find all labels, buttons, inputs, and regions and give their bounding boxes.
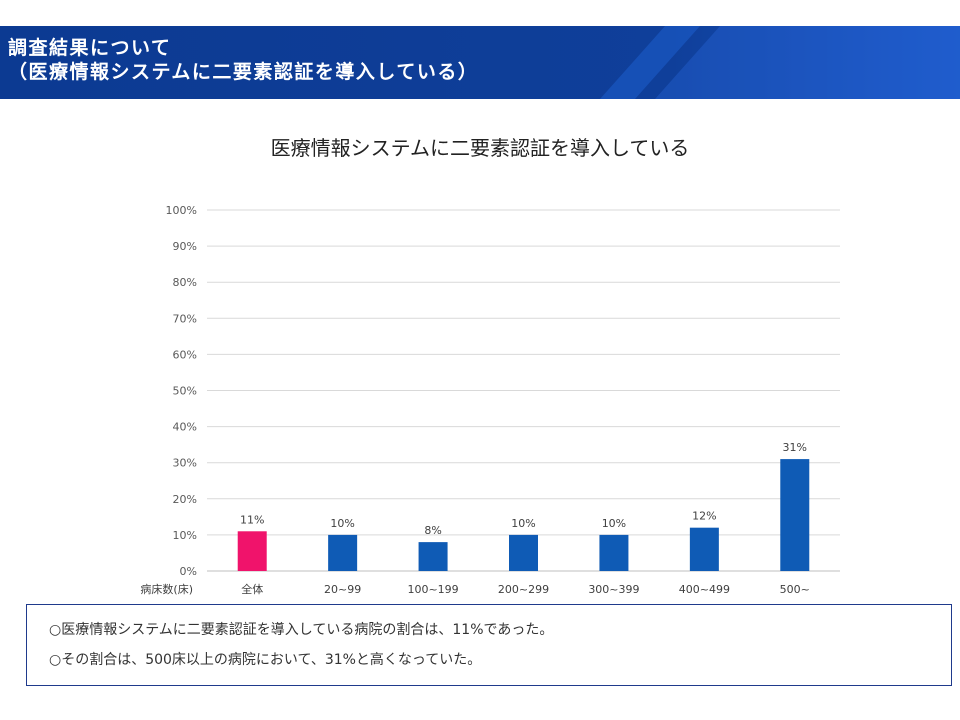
header-title-line1: 調査結果について xyxy=(8,37,172,59)
y-tick-label: 50% xyxy=(173,385,197,398)
y-tick-label: 70% xyxy=(173,312,197,325)
data-label: 10% xyxy=(511,517,535,530)
data-label: 11% xyxy=(240,513,264,526)
bar xyxy=(599,534,629,571)
x-tick-label: 20~99 xyxy=(324,583,361,596)
y-tick-label: 40% xyxy=(173,421,197,434)
bar xyxy=(689,527,719,571)
chart-title: 医療情報システムに二要素認証を導入している xyxy=(270,136,690,160)
bar xyxy=(418,542,448,571)
x-tick-label: 200~299 xyxy=(498,583,549,596)
y-tick-label: 100% xyxy=(166,204,197,217)
y-tick-label: 10% xyxy=(173,529,197,542)
x-tick-label: 300~399 xyxy=(588,583,639,596)
x-tick-label: 500~ xyxy=(780,583,810,596)
data-label: 10% xyxy=(602,517,626,530)
y-tick-label: 60% xyxy=(173,348,197,361)
header-background xyxy=(0,26,960,99)
bar xyxy=(509,534,538,571)
header-title-line2: （医療情報システムに二要素認証を導入している） xyxy=(8,61,479,83)
notes-box: ○医療情報システムに二要素認証を導入している病院の割合は、11%であった。 ○そ… xyxy=(26,604,952,686)
x-axis-label: 病床数(床) xyxy=(140,582,193,596)
header-banner: 調査結果について （医療情報システムに二要素認証を導入している） xyxy=(0,26,960,99)
y-tick-label: 80% xyxy=(173,276,197,289)
y-tick-label: 0% xyxy=(180,565,197,578)
y-tick-label: 20% xyxy=(173,493,197,506)
x-tick-label: 400~499 xyxy=(679,583,730,596)
header-title: 調査結果について （医療情報システムに二要素認証を導入している） xyxy=(8,36,478,84)
bar-chart: 0% 10% 20% 30% 40% 50% 60% 70% 80% 90% 100% 病床数(床) 1… xyxy=(140,204,840,596)
bar xyxy=(328,534,358,571)
bar xyxy=(237,531,267,571)
x-tick-label: 全体 xyxy=(241,582,263,596)
data-label: 8% xyxy=(424,524,441,537)
data-label: 31% xyxy=(783,441,807,454)
bar xyxy=(780,459,810,571)
data-label: 10% xyxy=(330,517,354,530)
x-tick-label: 100~199 xyxy=(407,583,458,596)
note-line-2: ○その割合は、500床以上の病院において、31%と高くなっていた。 xyxy=(49,652,482,668)
data-label: 12% xyxy=(692,510,716,523)
y-tick-label: 30% xyxy=(173,457,197,470)
note-line-1: ○医療情報システムに二要素認証を導入している病院の割合は、11%であった。 xyxy=(49,622,554,638)
y-tick-label: 90% xyxy=(173,240,197,253)
